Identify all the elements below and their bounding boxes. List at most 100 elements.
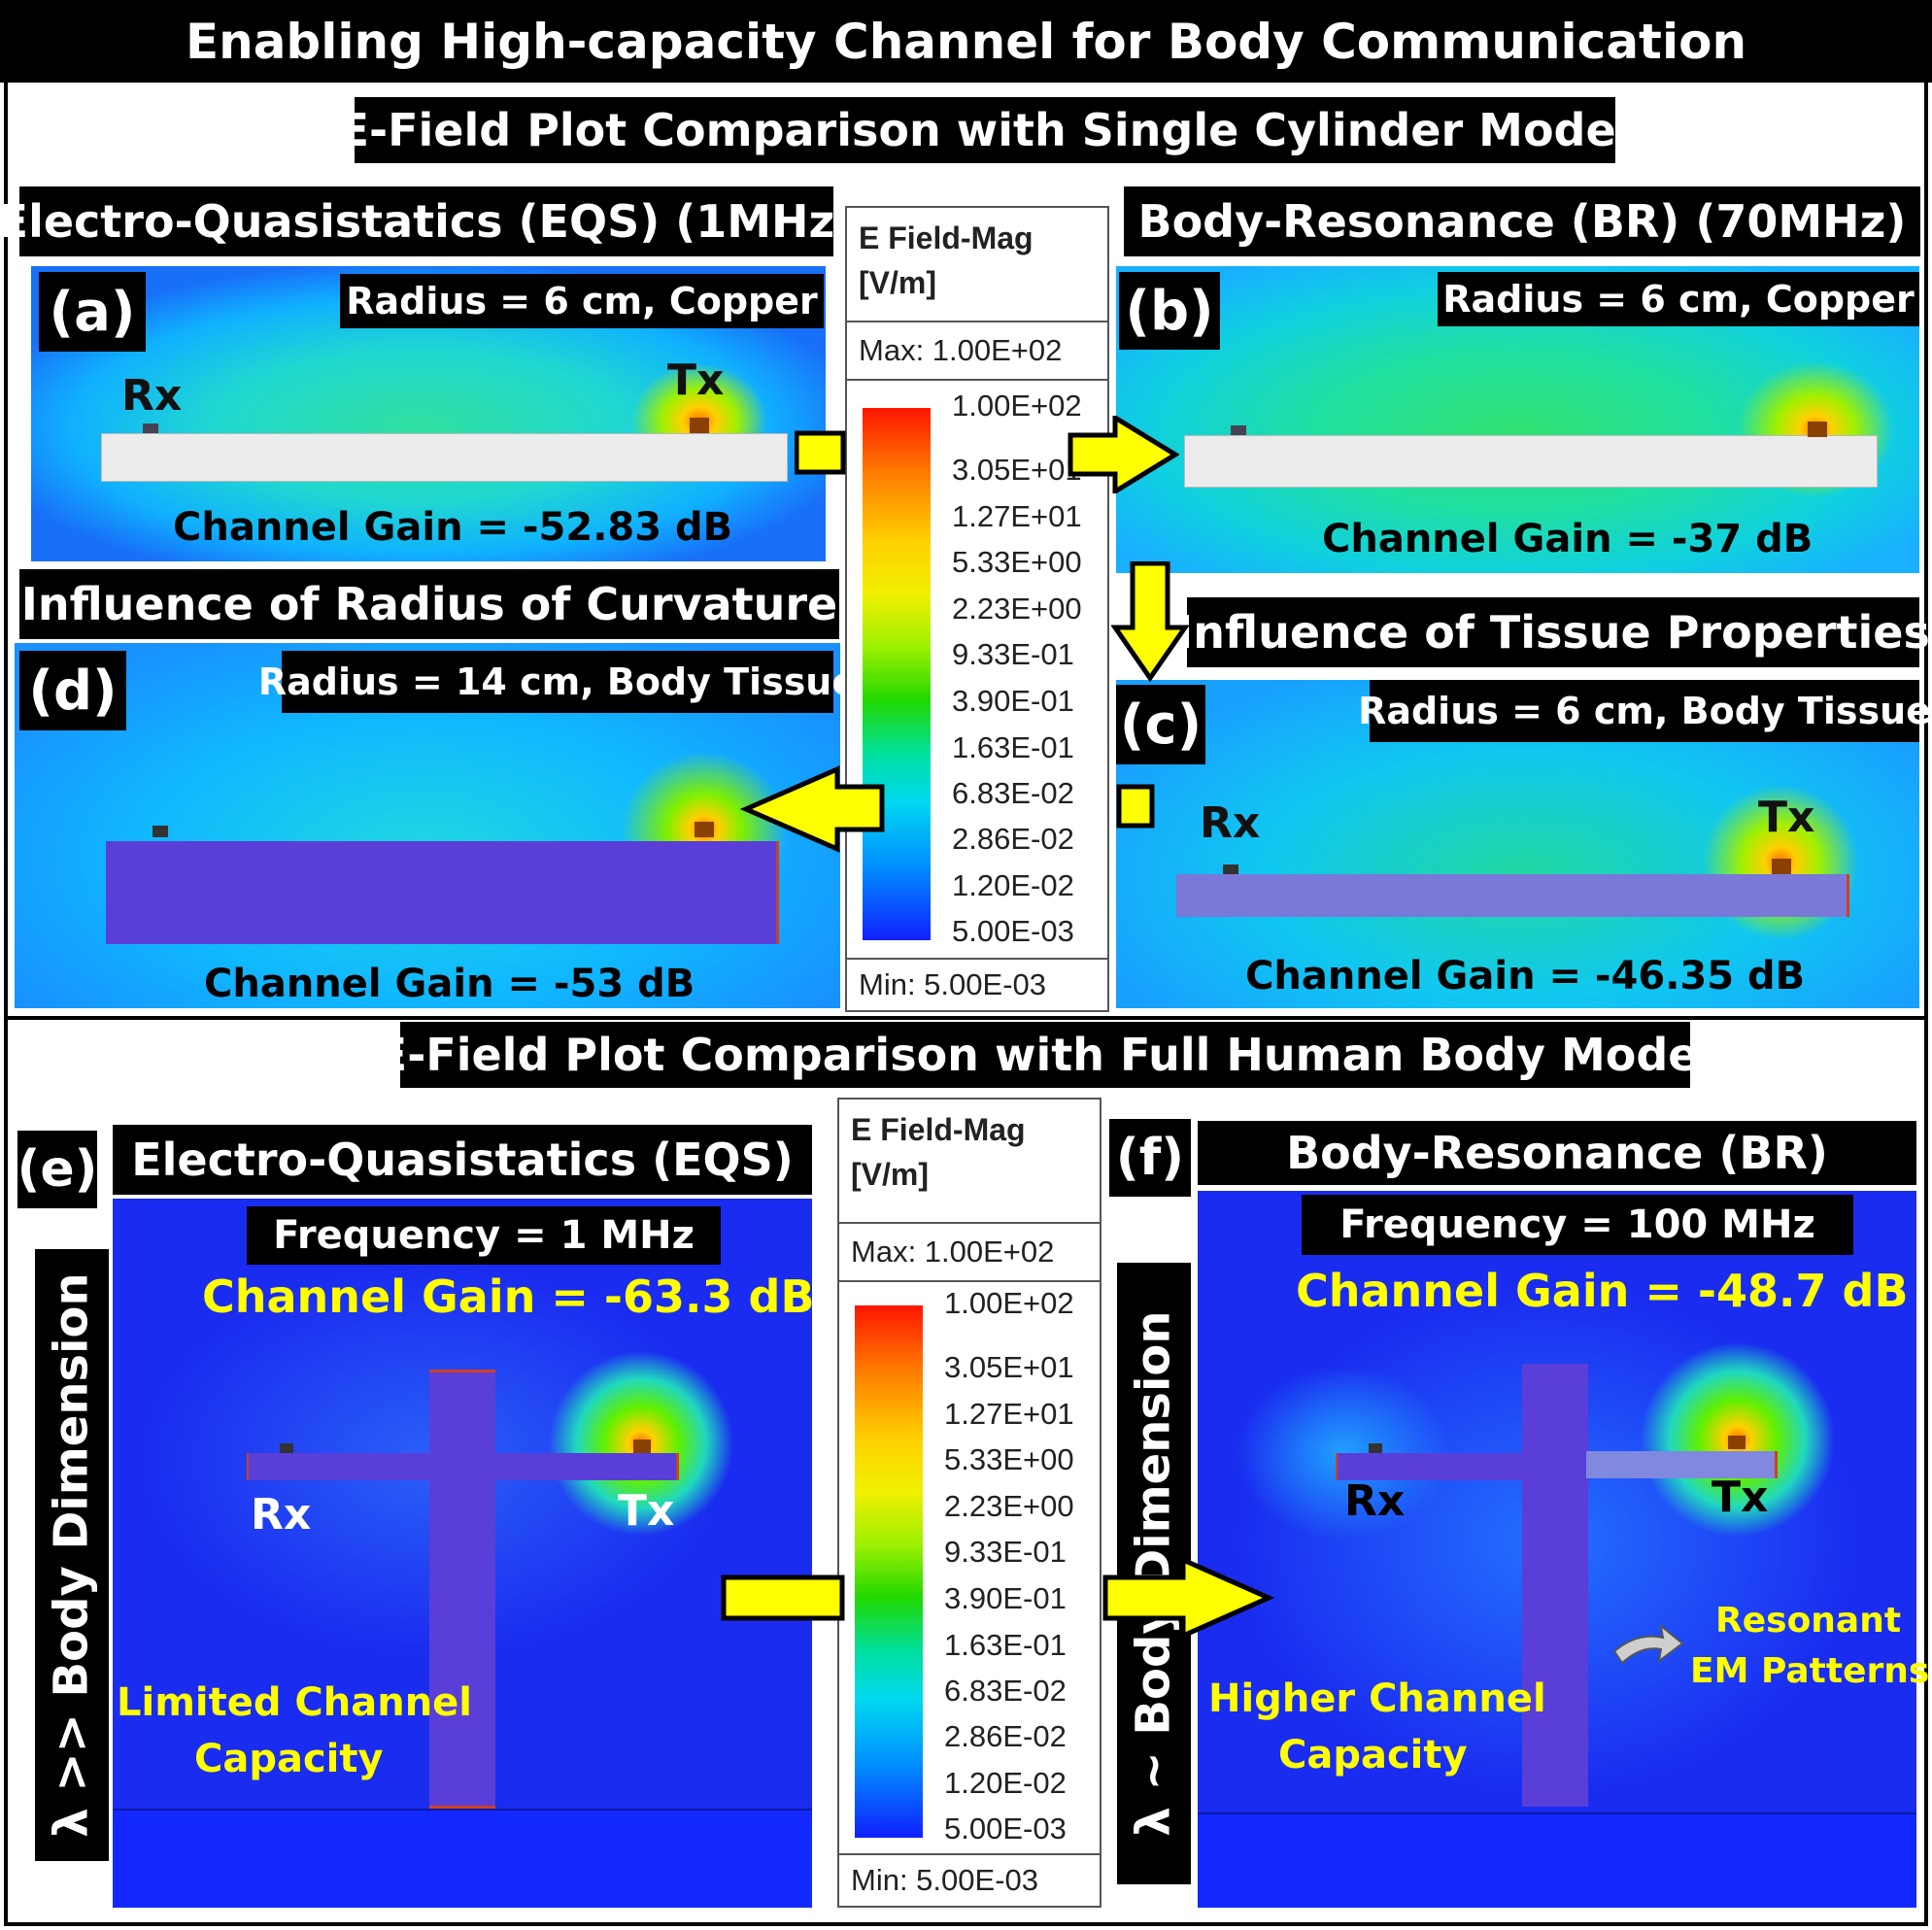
tissue-header: Influence of Tissue Properties [1176, 597, 1930, 667]
rx-sensor [1223, 864, 1238, 874]
legend-tick: 3.05E+01 [952, 453, 1082, 487]
legend-tick: 5.00E-03 [944, 1811, 1067, 1845]
legend-tick: 1.27E+01 [944, 1397, 1074, 1431]
label-d: (d) [19, 651, 126, 730]
colorbar-legend-top: E Field-Mag [V/m] Max: 1.00E+02 1.00E+02 … [845, 206, 1109, 1012]
note-f-line2: Capacity [1278, 1733, 1468, 1778]
legend-tick: 1.20E-02 [944, 1766, 1067, 1800]
gain-f: Channel Gain = -48.7 dB [1296, 1265, 1909, 1317]
copper-cylinder [1184, 435, 1878, 488]
rx-sensor [280, 1443, 293, 1453]
body-section-title: E-Field Plot Comparison with Full Human … [377, 1022, 1713, 1088]
legend-tick: 1.63E-01 [952, 730, 1074, 764]
eqs-header: Electro-Quasistatics (EQS) (1MHz) [0, 186, 855, 256]
gain-c: Channel Gain = -46.35 dB [1245, 954, 1806, 999]
legend-tick: 9.33E-01 [952, 637, 1074, 671]
legend-tick: 1.27E+01 [952, 499, 1082, 533]
legend-tick: 1.00E+02 [952, 389, 1082, 423]
legend-tick: 6.83E-02 [944, 1674, 1067, 1708]
legend-tick: 2.86E-02 [944, 1719, 1067, 1753]
legend-max: Max: 1.00E+02 [839, 1224, 1100, 1282]
resonant-label-line2: EM Patterns [1690, 1651, 1930, 1691]
rx-label-c: Rx [1200, 798, 1261, 848]
curvature-header: Influence of Radius of Curvature [19, 569, 839, 639]
left-arm [247, 1453, 433, 1480]
rx-label-a: Rx [121, 371, 183, 421]
legend-tick: 1.00E+02 [944, 1286, 1074, 1320]
legend-tick: 2.23E+00 [944, 1489, 1074, 1523]
rx-label-e: Rx [251, 1490, 312, 1540]
tx-label-e: Tx [618, 1486, 675, 1536]
arrow-e-to-f [721, 1556, 1274, 1640]
gain-b: Channel Gain = -37 dB [1322, 517, 1813, 561]
config-d: Radius = 14 cm, Body Tissue [258, 651, 857, 713]
arrow-c-to-d [740, 765, 1155, 853]
tx-sensor [1728, 1436, 1746, 1449]
legend-tick: 3.90E-01 [952, 684, 1074, 718]
arrow-a-to-b [795, 416, 1179, 493]
left-arm [1336, 1453, 1526, 1480]
gain-a: Channel Gain = -52.83 dB [173, 505, 733, 550]
rx-sensor [143, 423, 158, 433]
legend-tick: 2.23E+00 [952, 592, 1082, 626]
config-c: Radius = 6 cm, Body Tissue [1358, 680, 1931, 742]
side-label-f: λ ~ Body Dimension [1117, 1263, 1191, 1884]
rx-sensor [1369, 1443, 1382, 1453]
right-arm [493, 1453, 679, 1480]
legend-tick: 1.20E-02 [952, 868, 1074, 902]
legend-tick: 5.00E-03 [952, 914, 1074, 948]
note-e-line2: Capacity [194, 1737, 384, 1781]
body-section-frame [4, 1016, 1928, 1926]
tx-sensor [695, 822, 714, 837]
rx-label-f: Rx [1344, 1476, 1406, 1526]
rx-sensor [1231, 425, 1246, 435]
header-e: Electro-Quasistatics (EQS) [113, 1125, 812, 1195]
tx-sensor [633, 1439, 651, 1453]
legend-tick: 9.33E-01 [944, 1535, 1067, 1569]
legend-tick: 1.63E-01 [944, 1628, 1067, 1662]
tissue-cylinder [1176, 874, 1849, 917]
legend-tick: 3.05E+01 [944, 1350, 1074, 1384]
legend-tick: 2.86E-02 [952, 822, 1074, 856]
tx-label-a: Tx [667, 356, 725, 405]
tx-sensor [1772, 859, 1791, 874]
tx-label-f: Tx [1712, 1473, 1769, 1522]
main-title: Enabling High-capacity Channel for Body … [0, 0, 1932, 83]
right-arm [1586, 1451, 1778, 1478]
note-f-line1: Higher Channel [1208, 1676, 1546, 1721]
colorbar-legend-bottom: E Field-Mag [V/m] Max: 1.00E+02 1.00E+02 … [837, 1098, 1102, 1908]
label-b: (b) [1119, 272, 1220, 350]
tissue-cylinder [106, 841, 779, 944]
header-f: Body-Resonance (BR) [1198, 1121, 1916, 1185]
copper-cylinder [101, 433, 788, 482]
note-e-line1: Limited Channel [117, 1680, 473, 1725]
gain-e: Channel Gain = -63.3 dB [202, 1270, 815, 1323]
legend-tick: 5.33E+00 [944, 1442, 1074, 1476]
frequency-e: Frequency = 1 MHz [247, 1206, 721, 1265]
gain-d: Channel Gain = -53 dB [204, 962, 695, 1006]
curved-arrow-icon [1612, 1623, 1684, 1665]
side-label-e: λ >> Body Dimension [35, 1249, 109, 1861]
torso [1522, 1364, 1588, 1807]
panel-f [1198, 1191, 1916, 1908]
br-header: Body-Resonance (BR) (70MHz) [1124, 186, 1920, 256]
legend-min: Min: 5.00E-03 [839, 1853, 1100, 1906]
label-c: (c) [1116, 685, 1205, 764]
label-f: (f) [1109, 1119, 1191, 1197]
color-gradient-bar [863, 408, 931, 940]
rx-sensor [153, 826, 168, 837]
config-b: Radius = 6 cm, Copper [1438, 272, 1919, 326]
ground-plane [113, 1809, 812, 1908]
config-a: Radius = 6 cm, Copper [340, 274, 824, 328]
tx-label-c: Tx [1758, 793, 1815, 842]
color-gradient-bar [855, 1305, 923, 1838]
frequency-f: Frequency = 100 MHz [1302, 1195, 1853, 1255]
legend-max: Max: 1.00E+02 [847, 322, 1107, 381]
legend-tick: 3.90E-01 [944, 1581, 1067, 1615]
legend-tick: 5.33E+00 [952, 545, 1082, 579]
legend-title: E Field-Mag [V/m] [839, 1100, 1100, 1224]
label-a: (a) [39, 272, 146, 352]
resonant-label-line1: Resonant [1715, 1601, 1902, 1641]
legend-min: Min: 5.00E-03 [847, 958, 1107, 1010]
tx-sensor [690, 418, 709, 433]
